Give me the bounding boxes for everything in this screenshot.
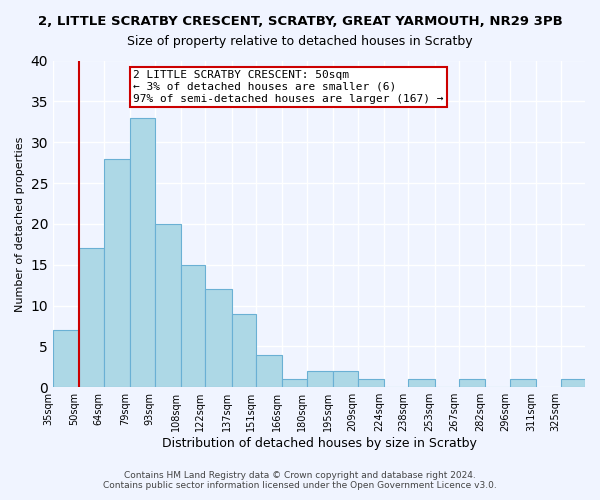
Bar	[181, 264, 205, 387]
Bar	[205, 289, 232, 387]
Bar	[232, 314, 256, 387]
Bar	[155, 224, 181, 387]
Text: 2, LITTLE SCRATBY CRESCENT, SCRATBY, GREAT YARMOUTH, NR29 3PB: 2, LITTLE SCRATBY CRESCENT, SCRATBY, GRE…	[38, 15, 562, 28]
Bar	[333, 371, 358, 387]
Bar	[53, 330, 79, 387]
Bar	[307, 371, 333, 387]
Text: 2 LITTLE SCRATBY CRESCENT: 50sqm
← 3% of detached houses are smaller (6)
97% of : 2 LITTLE SCRATBY CRESCENT: 50sqm ← 3% of…	[133, 70, 443, 104]
Bar	[560, 379, 585, 387]
Text: Size of property relative to detached houses in Scratby: Size of property relative to detached ho…	[127, 35, 473, 48]
Y-axis label: Number of detached properties: Number of detached properties	[15, 136, 25, 312]
Bar	[358, 379, 384, 387]
Bar	[459, 379, 485, 387]
Bar	[79, 248, 104, 387]
Bar	[130, 118, 155, 387]
X-axis label: Distribution of detached houses by size in Scratby: Distribution of detached houses by size …	[161, 437, 476, 450]
Bar	[256, 354, 282, 387]
Bar	[282, 379, 307, 387]
Bar	[408, 379, 434, 387]
Bar	[510, 379, 536, 387]
Bar	[104, 158, 130, 387]
Text: Contains HM Land Registry data © Crown copyright and database right 2024.
Contai: Contains HM Land Registry data © Crown c…	[103, 470, 497, 490]
